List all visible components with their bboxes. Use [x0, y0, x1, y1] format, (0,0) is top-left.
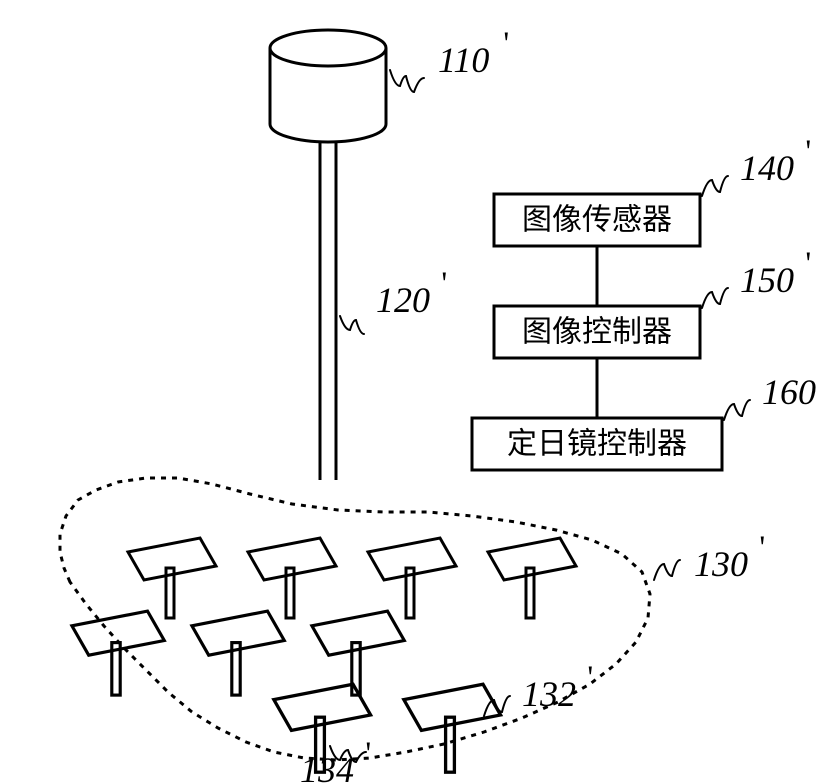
ref-number: 120 — [376, 280, 430, 320]
heliostat — [248, 538, 336, 618]
prime-mark: ' — [587, 660, 593, 696]
receiver-top — [270, 30, 386, 66]
receiver — [270, 30, 386, 142]
prime-mark: ' — [805, 134, 811, 170]
heliostat — [72, 611, 164, 695]
mirror-panel — [274, 684, 371, 730]
leader-squiggle — [484, 696, 510, 716]
mirror-panel — [72, 611, 164, 655]
ref-label: 150 ' — [740, 246, 811, 300]
heliostat — [404, 684, 501, 772]
mirror-panel — [488, 538, 576, 580]
ref-label: 140 ' — [740, 134, 811, 188]
mirror-panel — [312, 611, 404, 655]
prime-mark: ' — [759, 530, 765, 566]
heliostat — [192, 611, 284, 695]
prime-mark: ' — [503, 26, 509, 62]
mirror-panel — [128, 538, 216, 580]
leader-squiggle — [724, 400, 750, 420]
leader-squiggle — [390, 70, 424, 92]
ref-number: 150 — [740, 260, 794, 300]
heliostat — [488, 538, 576, 618]
ref-number: 130 — [694, 544, 748, 584]
mirror-panel — [404, 684, 501, 730]
ref-number: 160 — [762, 372, 816, 412]
leader-squiggle — [340, 316, 364, 334]
prime-mark: ' — [805, 246, 811, 282]
heliostat — [368, 538, 456, 618]
heliostat — [312, 611, 404, 695]
ref-number: 134 — [300, 750, 354, 784]
control-box: 图像传感器 — [494, 194, 700, 246]
leader-squiggle — [654, 560, 680, 580]
leader-squiggle — [702, 176, 728, 196]
box-text: 定日镜控制器 — [507, 428, 687, 461]
ref-label: 110 ' — [438, 26, 509, 80]
mirror-panel — [248, 538, 336, 580]
ref-label: 130 ' — [694, 530, 765, 584]
ref-number: 110 — [438, 40, 489, 80]
mirror-panel — [368, 538, 456, 580]
box-text: 图像控制器 — [522, 316, 672, 349]
ref-label: 134 ' — [300, 736, 371, 784]
box-text: 图像传感器 — [522, 204, 672, 237]
ref-number: 140 — [740, 148, 794, 188]
prime-mark: ' — [365, 736, 371, 772]
ref-label: 160' — [762, 358, 825, 412]
ref-label: 120 ' — [376, 266, 447, 320]
prime-mark: ' — [441, 266, 447, 302]
control-box: 定日镜控制器 — [472, 418, 722, 470]
control-box: 图像控制器 — [494, 306, 700, 358]
receiver-bottom — [270, 124, 386, 142]
leader-squiggle — [702, 288, 728, 308]
tower — [320, 142, 336, 480]
mirror-panel — [192, 611, 284, 655]
heliostat — [128, 538, 216, 618]
ref-number: 132 — [522, 674, 576, 714]
